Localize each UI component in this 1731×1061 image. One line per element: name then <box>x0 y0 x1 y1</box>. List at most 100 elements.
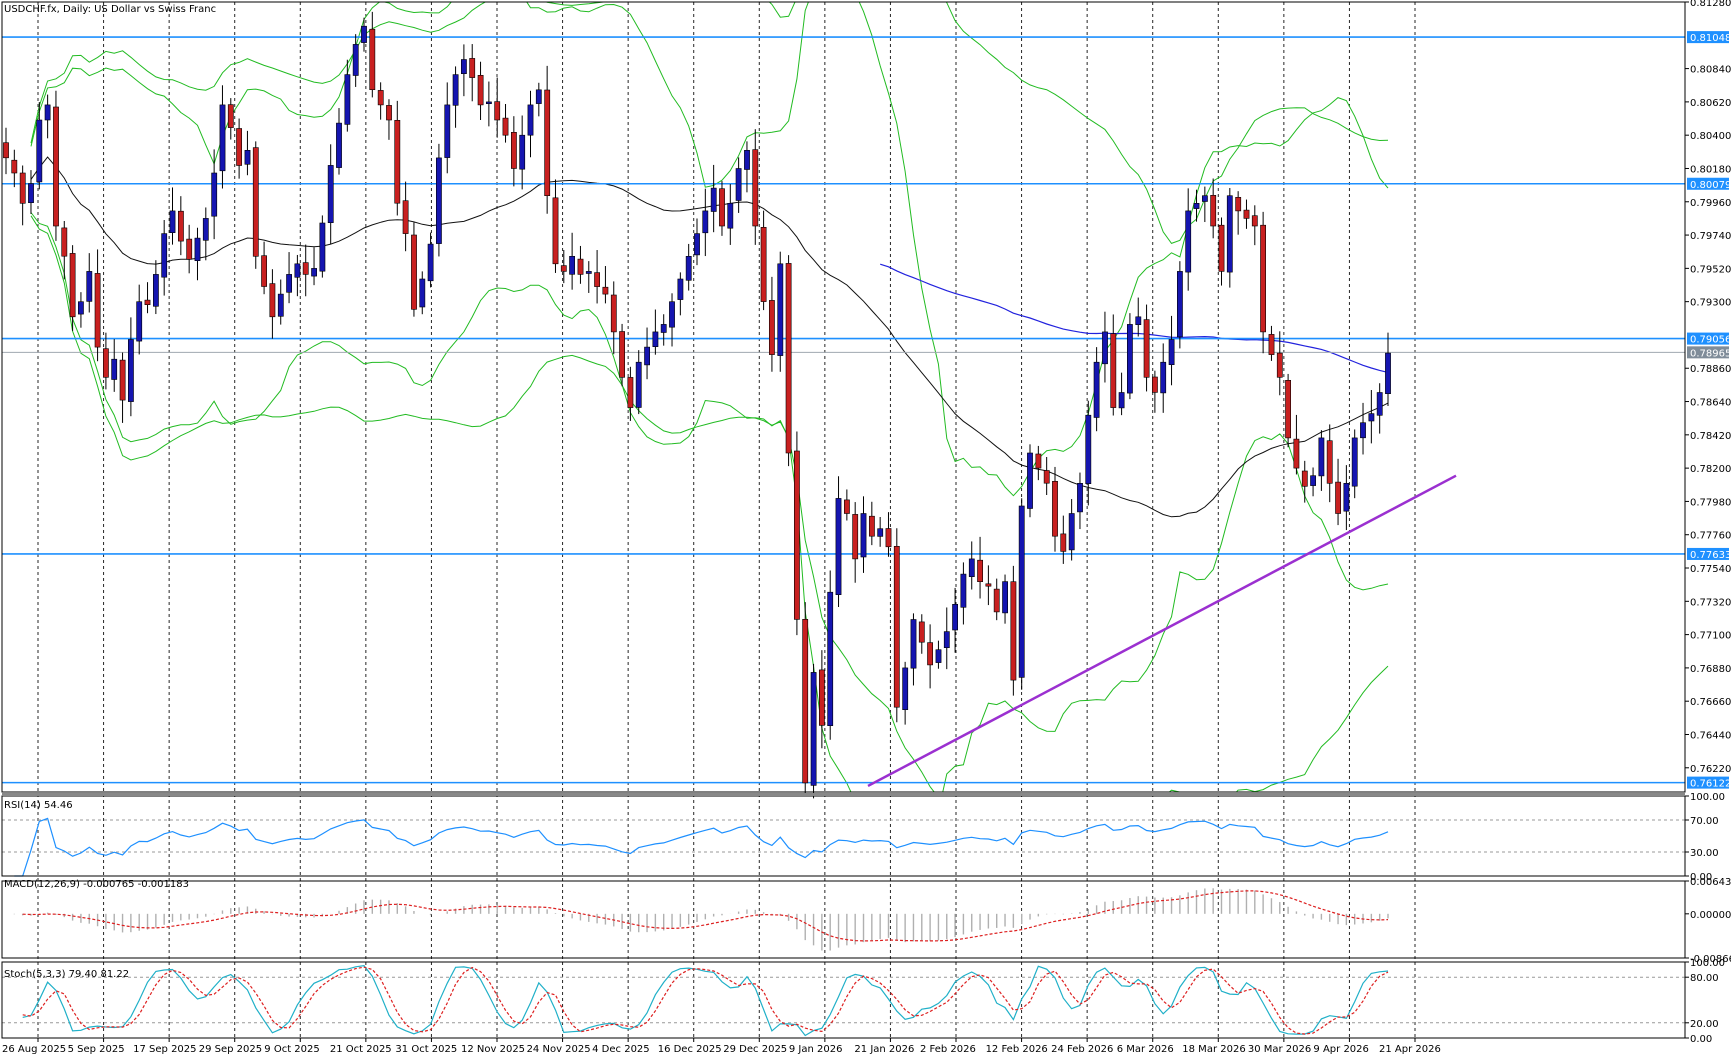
candle-body <box>1210 195 1217 227</box>
candle-body <box>377 90 384 106</box>
candle-body <box>752 149 759 227</box>
candle-body <box>136 301 143 342</box>
candle-body <box>1326 440 1333 484</box>
candle-body <box>178 210 184 242</box>
level-price-tag <box>1687 177 1729 190</box>
candle-body <box>810 672 817 786</box>
candle-body <box>968 558 975 578</box>
bollinger-band <box>30 2 1389 245</box>
time-tick-label: 16 Dec 2025 <box>658 1044 722 1055</box>
price-tick-label: 0.78420 <box>1690 431 1731 442</box>
candles <box>3 11 1391 799</box>
indicator-tick-label: 0.00 <box>1690 872 1712 883</box>
candle-body <box>1243 209 1250 219</box>
price-tick-label: 0.78200 <box>1690 464 1731 475</box>
candle-body <box>427 243 434 282</box>
indicator-tick-label: 100.00 <box>1690 792 1725 803</box>
time-tick-label: 21 Apr 2026 <box>1379 1044 1441 1055</box>
candle-body <box>19 172 26 204</box>
candle-body <box>652 331 659 347</box>
candle-body <box>985 583 992 587</box>
candle-body <box>760 227 767 302</box>
candle-body <box>485 101 492 105</box>
candle-body <box>36 119 43 183</box>
candle-body <box>69 253 76 318</box>
candle-body <box>1226 195 1233 273</box>
candle-body <box>186 238 193 260</box>
candle-body <box>1376 392 1383 416</box>
trendline <box>867 474 1457 788</box>
time-tick-label: 24 Feb 2026 <box>1051 1044 1113 1055</box>
candle-body <box>419 278 426 308</box>
price-panel[interactable] <box>2 0 1685 858</box>
candle-body <box>785 263 792 454</box>
candle-body <box>452 74 459 106</box>
price-tick-label: 0.76440 <box>1690 730 1731 741</box>
time-tick-label: 4 Dec 2025 <box>592 1044 650 1055</box>
candle-body <box>1335 481 1341 514</box>
current-price-tag <box>1687 346 1729 359</box>
candle-body <box>960 573 967 608</box>
candle-body <box>3 142 9 159</box>
candle-body <box>394 120 401 204</box>
candle-body <box>1060 533 1067 552</box>
candle-body <box>694 233 700 256</box>
level-price-tag <box>1687 776 1729 789</box>
indicator-tick-label: 0.006435 <box>1690 877 1731 888</box>
candle-body <box>460 59 467 74</box>
candle-body <box>94 273 101 348</box>
rsi-line <box>14 817 1389 877</box>
candle-body <box>527 104 534 136</box>
candle-body <box>411 234 417 310</box>
candle-body <box>585 271 592 274</box>
candle-body <box>227 104 234 128</box>
time-tick-label: 18 Mar 2026 <box>1182 1044 1245 1055</box>
level-price-label: 0.79056 <box>1690 335 1731 346</box>
time-tick-label: 21 Jan 2026 <box>854 1044 914 1055</box>
candle-body <box>252 147 259 257</box>
candle-body <box>1152 376 1158 393</box>
candle-body <box>1068 513 1075 551</box>
stochastic-panel[interactable] <box>2 965 1685 1037</box>
candle-body <box>327 165 334 223</box>
candle-body <box>444 104 451 158</box>
candle-body <box>768 300 775 355</box>
indicator-tick-label: 100.00 <box>1690 958 1725 969</box>
time-tick-label: 30 Mar 2026 <box>1248 1044 1311 1055</box>
price-tick-label: 0.78860 <box>1690 364 1731 375</box>
price-tick-label: 0.79960 <box>1690 198 1731 209</box>
candle-body <box>1276 352 1283 378</box>
time-axis: 26 Aug 2025 5 Sep 2025 17 Sep 2025 29 Sep 2… <box>2 1038 1441 1055</box>
candle-body <box>1310 475 1316 486</box>
candle-body <box>1285 379 1291 439</box>
candle-body <box>1102 331 1108 365</box>
candle-body <box>827 591 834 727</box>
time-tick-label: 12 Feb 2026 <box>986 1044 1048 1055</box>
candle-body <box>194 237 201 262</box>
candle-body <box>1177 271 1183 338</box>
candle-body <box>735 168 742 201</box>
candle-body <box>169 210 176 233</box>
candle-body <box>868 515 875 537</box>
time-tick-label: 2 Feb 2026 <box>920 1044 976 1055</box>
rsi-panel[interactable] <box>2 817 1685 877</box>
candle-body <box>1135 316 1142 325</box>
candle-body <box>1368 413 1375 422</box>
candle-body <box>535 89 542 104</box>
candle-body <box>1343 482 1350 512</box>
candle-body <box>11 159 18 174</box>
candle-body <box>910 619 917 669</box>
candle-body <box>519 134 526 170</box>
indicator-tick-label: 80.00 <box>1690 973 1719 984</box>
macd-panel[interactable] <box>6 888 1389 951</box>
candle-body <box>1035 453 1042 469</box>
indicator-tick-label: 30.00 <box>1690 848 1719 859</box>
candle-body <box>943 631 950 648</box>
candle-body <box>1293 438 1300 469</box>
candle-body <box>619 331 625 378</box>
price-tick-label: 0.76220 <box>1690 764 1731 775</box>
candle-body <box>144 299 151 306</box>
candle-body <box>1260 224 1266 333</box>
price-tick-label: 0.80400 <box>1690 131 1731 142</box>
